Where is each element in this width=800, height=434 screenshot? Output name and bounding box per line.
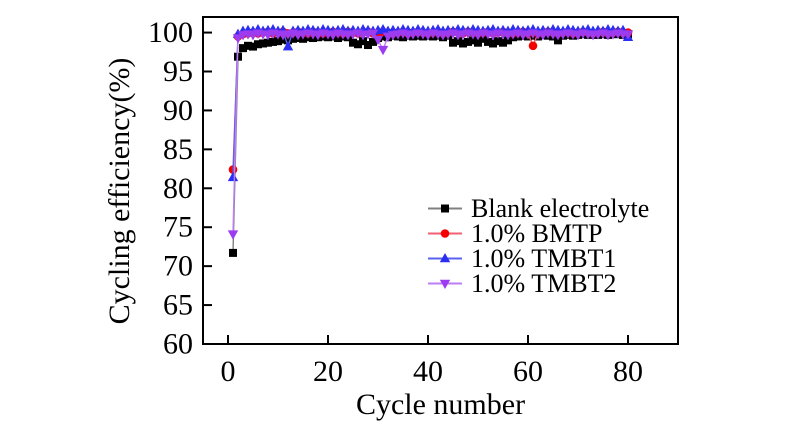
x-axis-title: Cycle number — [355, 388, 526, 421]
x-axis-ticks: 0 20 40 60 80 — [221, 335, 643, 388]
legend-item-blank-electrolyte: Blank electrolyte — [427, 194, 650, 223]
legend-marker-circle-icon — [428, 229, 462, 238]
y-tick-label: 65 — [163, 289, 193, 322]
x-tick-label: 0 — [221, 355, 236, 388]
legend-marker-triangle-down-icon — [428, 279, 462, 289]
legend-label: 1.0% TMBT1 — [471, 244, 617, 273]
y-tick-label: 90 — [163, 94, 193, 127]
y-axis-ticks: 60 65 70 75 80 85 90 95 100 — [148, 16, 212, 361]
x-tick-label: 80 — [613, 355, 643, 388]
series-1-0-tmbt1 — [227, 23, 634, 182]
x-tick-label: 20 — [313, 355, 343, 388]
legend-marker-triangle-up-icon — [428, 253, 462, 263]
legend-label: 1.0% BMTP — [471, 219, 603, 248]
y-tick-label: 80 — [163, 172, 193, 205]
legend-item-bmtp: 1.0% BMTP — [427, 219, 649, 248]
y-tick-label: 85 — [163, 133, 193, 166]
legend-label: Blank electrolyte — [471, 194, 650, 223]
legend: Blank electrolyte 1.0% BMTP 1.0% TMBT1 1… — [427, 194, 650, 298]
series-1-0-tmbt2 — [227, 29, 634, 240]
x-tick-label: 60 — [513, 355, 543, 388]
y-axis-title: Cycling efficiency(%) — [103, 57, 136, 325]
legend-label: 1.0% TMBT2 — [471, 269, 617, 298]
legend-item-tmbt2: 1.0% TMBT2 — [427, 269, 649, 298]
x-tick-label: 40 — [413, 355, 443, 388]
y-tick-label: 60 — [163, 328, 193, 361]
plot-frame — [202, 16, 679, 345]
legend-item-tmbt1: 1.0% TMBT1 — [427, 244, 649, 273]
y-tick-label: 100 — [148, 16, 193, 49]
y-tick-label: 75 — [163, 211, 193, 244]
y-tick-label: 95 — [163, 55, 193, 88]
y-tick-label: 70 — [163, 250, 193, 283]
legend-marker-square-icon — [428, 204, 462, 213]
